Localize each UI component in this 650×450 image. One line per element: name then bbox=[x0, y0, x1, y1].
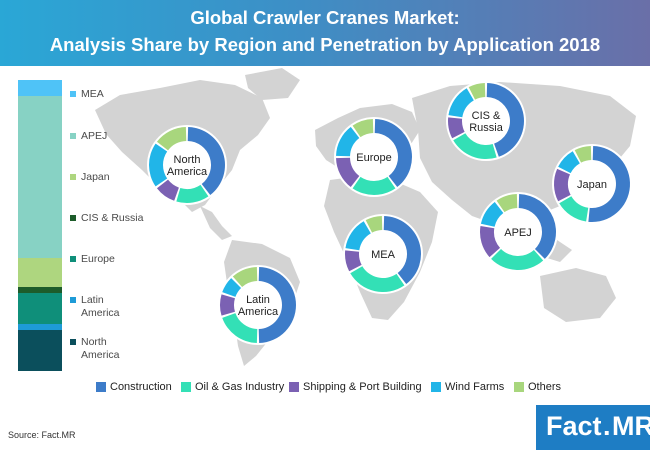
logo-text-dot: . bbox=[603, 411, 611, 441]
donut-slice-wind-farms bbox=[222, 278, 242, 297]
donut-slice-shipping-port-building bbox=[554, 168, 571, 202]
legend-swatch bbox=[70, 297, 76, 303]
region-share-stacked-bar bbox=[18, 80, 62, 371]
legend-label: North America bbox=[81, 336, 120, 361]
legend-label: Europe bbox=[81, 253, 115, 265]
donut-apej: APEJ bbox=[478, 192, 558, 272]
legend-swatch bbox=[181, 382, 191, 392]
donut-slice-wind-farms bbox=[480, 201, 504, 227]
legend-swatch bbox=[70, 215, 76, 221]
donut-region-label: Latin America bbox=[238, 294, 279, 318]
donut-region-label: North America bbox=[167, 154, 208, 178]
donut-region-label: Europe bbox=[356, 152, 391, 164]
donut-cis-russia: CIS & Russia bbox=[446, 81, 526, 161]
bar-segment-cis-russia bbox=[18, 286, 62, 293]
factmr-logo: Fact . MR bbox=[536, 405, 650, 450]
donut-slice-others bbox=[232, 267, 258, 288]
donut-slice-construction bbox=[518, 194, 556, 259]
donut-slice-wind-farms bbox=[345, 221, 371, 251]
donut-slice-wind-farms bbox=[558, 151, 580, 174]
donut-slice-shipping-port-building bbox=[479, 226, 501, 258]
donut-slice-shipping-port-building bbox=[220, 294, 235, 316]
bar-segment-latin-america bbox=[18, 323, 62, 330]
donut-slice-others bbox=[352, 119, 374, 138]
donut-slice-wind-farms bbox=[448, 88, 474, 118]
donut-slice-others bbox=[496, 194, 518, 213]
logo-text-mr: MR bbox=[612, 411, 650, 441]
legend-label: Shipping & Port Building bbox=[303, 381, 422, 393]
australia-landmass bbox=[540, 268, 616, 322]
legend-label: Construction bbox=[110, 381, 172, 393]
legend-label: Others bbox=[528, 381, 562, 393]
legend-swatch bbox=[431, 382, 441, 392]
donut-region-label: APEJ bbox=[504, 227, 532, 239]
donut-slice-shipping-port-building bbox=[156, 179, 179, 201]
donut-slice-oil-gas-industry bbox=[222, 313, 258, 343]
source-note: Source: Fact.MR bbox=[8, 430, 76, 440]
legend-swatch bbox=[514, 382, 524, 392]
bar-segment-europe bbox=[18, 292, 62, 324]
donut-slice-shipping-port-building bbox=[336, 157, 360, 188]
bar-segment-mea bbox=[18, 80, 62, 96]
donut-slice-construction bbox=[374, 119, 412, 188]
donut-slice-construction bbox=[258, 267, 297, 343]
donut-region-label: CIS & Russia bbox=[469, 110, 504, 134]
legend-label: Wind Farms bbox=[445, 381, 505, 393]
donut-slice-oil-gas-industry bbox=[491, 248, 544, 270]
donut-region-label: Japan bbox=[577, 179, 607, 191]
donut-japan: Japan bbox=[552, 144, 632, 224]
donut-slice-oil-gas-industry bbox=[350, 266, 405, 292]
legend-label: Oil & Gas Industry bbox=[195, 381, 285, 393]
legend-label: MEA bbox=[81, 88, 104, 100]
bar-segment-apej bbox=[18, 95, 62, 259]
legend-label: Latin America bbox=[81, 294, 120, 319]
donut-europe: Europe bbox=[334, 117, 414, 197]
legend-swatch bbox=[289, 382, 299, 392]
donut-region-label: MEA bbox=[371, 249, 396, 261]
donut-slice-construction bbox=[486, 83, 524, 157]
donut-slice-others bbox=[574, 146, 592, 163]
donut-slice-others bbox=[468, 83, 486, 100]
legend-swatch bbox=[70, 174, 76, 180]
bar-segment-north-america bbox=[18, 329, 62, 371]
legend-swatch bbox=[70, 256, 76, 262]
legend-swatch bbox=[70, 133, 76, 139]
donut-slice-construction bbox=[383, 216, 421, 285]
central-america-landmass bbox=[200, 206, 232, 240]
legend-swatch bbox=[70, 339, 76, 345]
greenland-landmass bbox=[245, 68, 300, 100]
chart-title-line-1: Global Crawler Cranes Market: bbox=[190, 7, 460, 28]
donut-slice-shipping-port-building bbox=[447, 117, 465, 139]
legend-label: Japan bbox=[81, 171, 110, 183]
legend-swatch bbox=[70, 91, 76, 97]
donut-slice-oil-gas-industry bbox=[352, 176, 396, 195]
donut-slice-oil-gas-industry bbox=[176, 184, 209, 203]
donut-slice-construction bbox=[588, 146, 631, 223]
donut-mea: MEA bbox=[343, 214, 423, 294]
donut-slice-wind-farms bbox=[336, 126, 360, 157]
donut-slice-oil-gas-industry bbox=[559, 196, 589, 222]
donut-slice-wind-farms bbox=[149, 143, 168, 187]
legend-swatch bbox=[96, 382, 106, 392]
donut-latin-america: Latin America bbox=[218, 265, 298, 345]
logo-text-fact: Fact bbox=[546, 411, 602, 441]
bar-segment-japan bbox=[18, 258, 62, 287]
title-banner: Global Crawler Cranes Market: Analysis S… bbox=[0, 0, 650, 66]
legend-label: APEJ bbox=[81, 130, 108, 142]
chart-title-line-2: Analysis Share by Region and Penetration… bbox=[49, 34, 601, 55]
legend-label: CIS & Russia bbox=[81, 212, 144, 224]
donut-slice-shipping-port-building bbox=[344, 250, 362, 272]
donut-slice-construction bbox=[187, 127, 225, 196]
donut-north-america: North America bbox=[147, 125, 227, 205]
donut-slice-others bbox=[156, 127, 187, 151]
donut-slice-oil-gas-industry bbox=[453, 133, 497, 159]
donut-slice-others bbox=[365, 216, 383, 233]
